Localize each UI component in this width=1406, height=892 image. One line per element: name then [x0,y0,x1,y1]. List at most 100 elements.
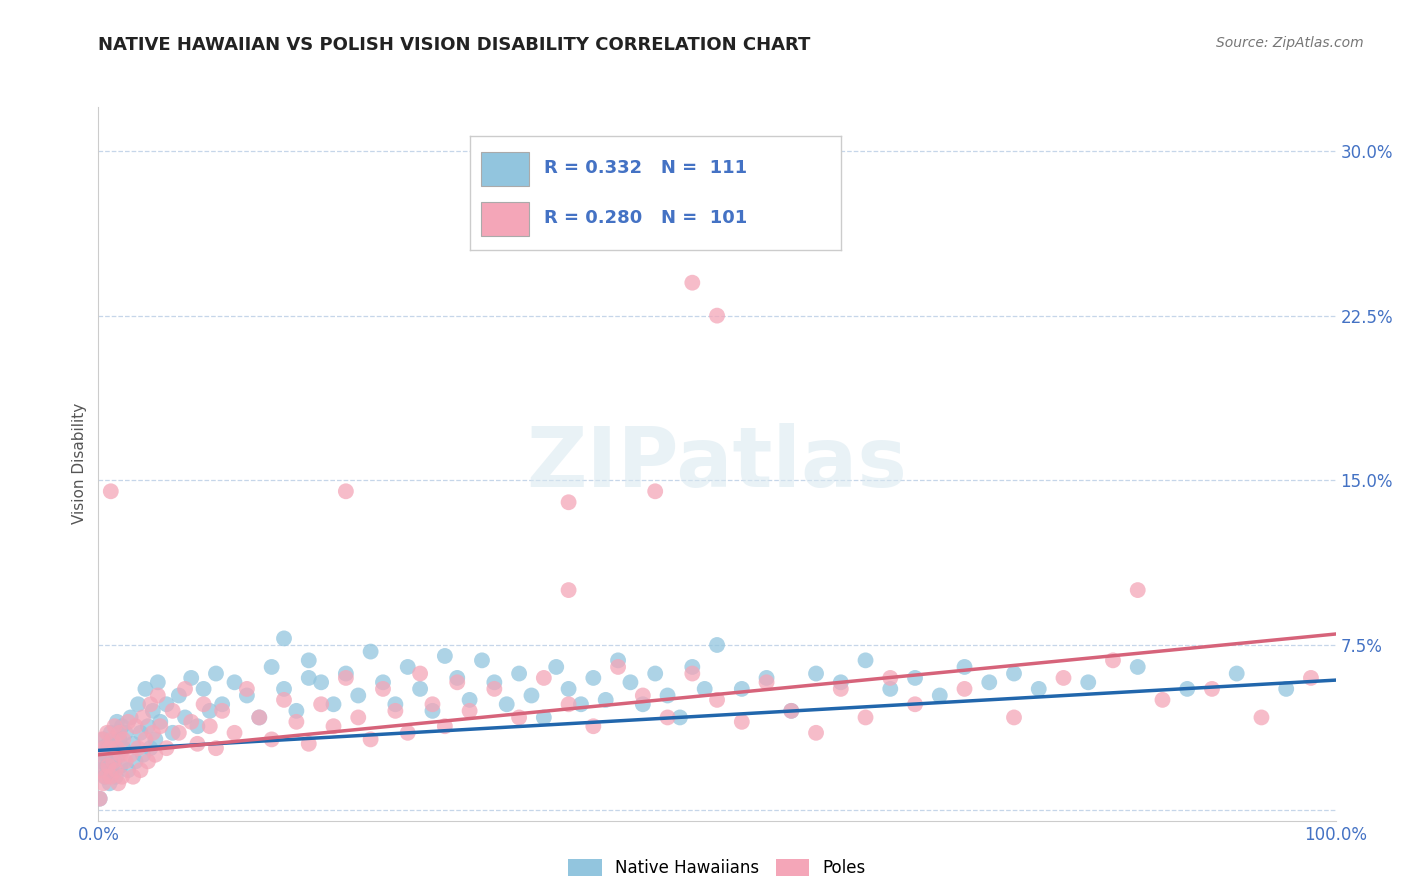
Point [105,741,128,756]
Point [103,755,125,769]
Point [335,666,357,681]
Point [360,732,382,747]
Point [112,741,135,756]
Point [224,726,246,740]
Point [91,732,114,747]
Point [90,755,112,769]
Point [298,671,321,685]
Point [117,714,139,729]
Point [122,770,145,784]
Point [247,710,270,724]
Point [134,732,156,747]
Point [360,644,382,658]
Point [143,732,166,747]
Point [569,698,592,712]
Point [108,732,131,747]
Point [879,671,901,685]
Point [1226,666,1249,681]
Point [146,689,169,703]
Point [149,719,172,733]
Point [484,675,506,690]
Point [98,741,121,756]
Point [830,675,852,690]
Point [322,698,344,712]
Point [446,675,468,690]
Point [129,726,152,740]
Point [211,698,233,712]
Point [607,653,630,667]
Point [904,698,927,712]
Point [533,710,555,724]
Point [193,698,215,712]
Point [631,689,654,703]
Point [205,741,228,756]
Point [167,726,190,740]
Point [89,741,111,756]
Point [557,495,579,509]
Point [89,791,111,805]
Point [124,755,146,769]
Point [731,714,754,729]
Point [104,770,127,784]
Point [186,719,208,733]
Point [155,741,177,756]
Point [371,675,394,690]
Point [142,704,165,718]
Point [546,660,568,674]
Point [1102,653,1125,667]
Point [162,726,184,740]
Point [484,681,506,696]
Point [273,693,295,707]
Point [96,758,118,772]
Point [1002,710,1025,724]
Point [260,732,283,747]
Point [1175,681,1198,696]
Point [236,689,259,703]
Point [211,704,233,718]
Point [167,689,190,703]
Point [706,693,728,707]
Point [371,681,394,696]
Point [174,681,197,696]
Point [110,758,132,772]
Point [384,704,406,718]
Point [101,732,124,747]
Point [557,698,579,712]
Point [1250,710,1272,724]
Point [904,671,927,685]
Point [97,758,120,772]
Point [104,763,127,777]
Point [205,666,228,681]
Point [681,276,703,290]
Point [582,671,605,685]
Point [107,776,129,790]
Point [193,681,215,696]
Point [120,747,142,762]
Point [706,309,728,323]
Point [422,698,444,712]
Y-axis label: Vision Disability: Vision Disability [72,403,87,524]
Point [520,689,543,703]
Point [89,747,111,762]
Point [90,763,112,777]
Point [755,671,778,685]
Point [446,671,468,685]
Point [953,681,976,696]
Point [681,660,703,674]
Point [755,675,778,690]
Point [693,681,716,696]
Point [1052,671,1074,685]
Text: NATIVE HAWAIIAN VS POLISH VISION DISABILITY CORRELATION CHART: NATIVE HAWAIIAN VS POLISH VISION DISABIL… [98,36,811,54]
Point [127,741,149,756]
Text: Source: ZipAtlas.com: Source: ZipAtlas.com [1216,36,1364,50]
Point [180,714,202,729]
Point [124,719,146,733]
Point [335,671,357,685]
Point [224,675,246,690]
Point [458,704,481,718]
Point [433,648,456,663]
Point [180,671,202,685]
Point [134,681,156,696]
Point [105,714,128,729]
Point [1126,660,1149,674]
